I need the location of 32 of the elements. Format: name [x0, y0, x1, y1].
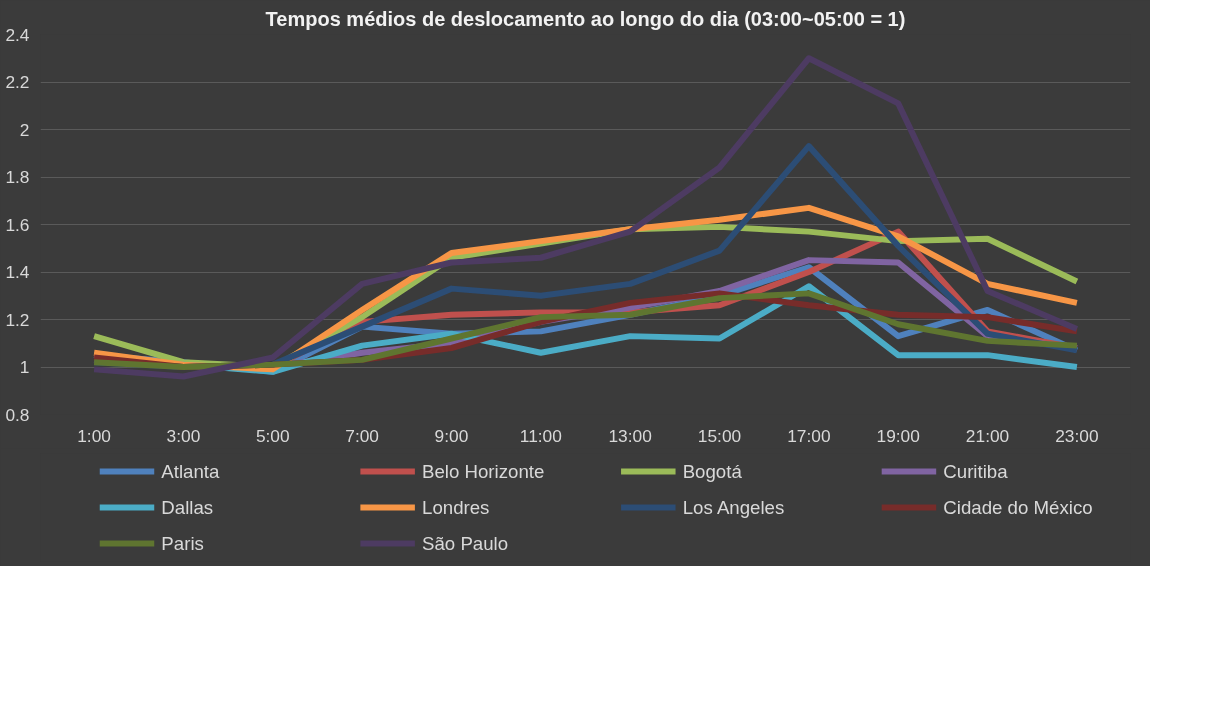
x-tick-label: 19:00	[876, 425, 920, 446]
y-tick-label: 2.4	[5, 24, 30, 45]
x-tick-label: 1:00	[77, 425, 111, 446]
y-tick-label: 1.4	[5, 262, 30, 282]
legend-label: Londres	[422, 497, 490, 518]
y-tick-label: 1	[19, 357, 30, 377]
x-tick-label: 9:00	[434, 425, 469, 446]
y-tick-label: 1.8	[5, 167, 30, 187]
x-tick-label: 17:00	[787, 425, 831, 446]
y-tick-label: 0.8	[5, 404, 30, 425]
legend-label: Cidade do México	[943, 497, 1093, 518]
x-tick-label: 11:00	[519, 425, 562, 446]
y-tick-label: 2.2	[5, 72, 30, 92]
x-tick-label: 3:00	[166, 425, 201, 446]
y-tick-label: 1.2	[5, 309, 30, 330]
legend-label: Belo Horizonte	[422, 461, 545, 482]
legend-label: Los Angeles	[682, 497, 785, 518]
x-tick-label: 7:00	[345, 425, 380, 446]
x-tick-label: 13:00	[608, 425, 652, 446]
legend-label: Curitiba	[943, 461, 1009, 482]
legend-label: Bogotá	[682, 461, 743, 482]
x-tick-label: 23:00	[1055, 425, 1099, 446]
legend-label: Atlanta	[161, 461, 221, 482]
legend-label: Dallas	[161, 497, 214, 518]
legend-label: São Paulo	[422, 533, 509, 554]
x-tick-label: 15:00	[697, 425, 742, 446]
legend-label: Paris	[161, 533, 204, 554]
x-tick-label: 21:00	[965, 425, 1010, 446]
x-tick-label: 5:00	[255, 425, 290, 446]
y-tick-label: 2	[19, 119, 30, 140]
y-tick-label: 1.6	[5, 214, 30, 235]
chart-title: Tempos médios de deslocamento ao longo do dia (03:00~05:00 = 1)	[265, 7, 906, 30]
